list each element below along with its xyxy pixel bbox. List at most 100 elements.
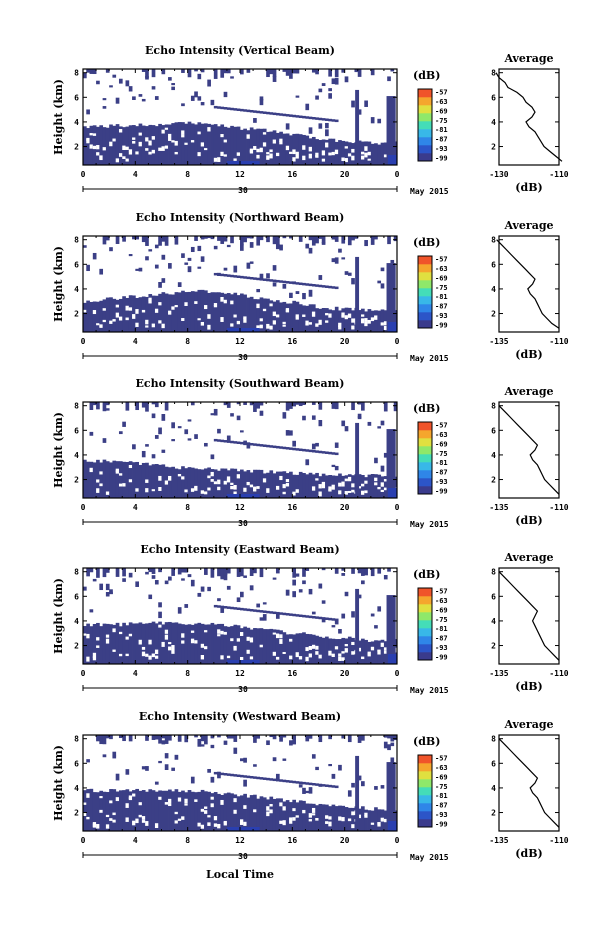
average-frame xyxy=(498,235,560,333)
echo-gap xyxy=(158,487,162,491)
echo-gap xyxy=(341,314,346,318)
top-echo xyxy=(272,69,277,77)
sparse-echo xyxy=(138,94,143,97)
echo-column xyxy=(86,623,90,664)
echo-column xyxy=(226,293,231,332)
echo-gap xyxy=(132,314,136,319)
echo-gap xyxy=(158,147,162,151)
average-profile-line xyxy=(498,405,560,495)
echo-column xyxy=(207,467,211,498)
echo-gap xyxy=(266,155,270,160)
echo-column xyxy=(223,293,228,332)
echo-column xyxy=(357,140,362,165)
echo-gap xyxy=(249,484,254,488)
echo-gap xyxy=(171,648,175,654)
sparse-echo xyxy=(357,416,362,420)
echo-column xyxy=(128,622,133,664)
echo-gap xyxy=(361,656,365,660)
sparse-echo xyxy=(338,248,342,253)
sparse-echo xyxy=(272,577,277,580)
sparse-echo xyxy=(184,262,189,265)
echo-gap xyxy=(292,817,297,821)
elevated-layer xyxy=(318,616,323,620)
echo-column xyxy=(377,474,382,498)
echo-gap xyxy=(364,152,368,158)
echo-column xyxy=(344,141,349,165)
colorbar-tick-label: -75 xyxy=(435,616,448,624)
echo-gap xyxy=(347,476,352,482)
sparse-echo xyxy=(331,258,336,263)
sparse-echo xyxy=(351,278,355,285)
echo-gap xyxy=(135,322,140,327)
echo-column xyxy=(171,294,175,332)
elevated-layer xyxy=(253,776,257,779)
sparse-echo xyxy=(125,769,130,775)
elevated-layer xyxy=(315,450,319,453)
echo-gap xyxy=(292,491,297,496)
elevated-layer xyxy=(302,614,306,618)
echo-column xyxy=(328,309,332,332)
top-echo xyxy=(141,69,146,72)
echo-tower xyxy=(386,595,396,664)
sparse-echo xyxy=(259,99,264,106)
echo-gap xyxy=(259,324,264,329)
echo-gap xyxy=(344,146,349,149)
top-echo xyxy=(318,402,323,410)
top-echo xyxy=(105,568,110,573)
day-label: 30 xyxy=(238,519,248,528)
echo-column xyxy=(220,623,225,664)
colorbar-segment xyxy=(418,145,432,154)
echo-gap xyxy=(236,152,241,156)
sparse-echo xyxy=(272,757,277,762)
average-frame xyxy=(498,68,560,166)
colorbar-tick-label: -69 xyxy=(435,606,448,614)
top-echo xyxy=(249,236,254,239)
echo-column xyxy=(223,793,228,831)
echo-gap xyxy=(344,478,349,482)
sparse-echo xyxy=(308,787,313,794)
sparse-echo xyxy=(109,591,113,595)
top-echo xyxy=(308,236,313,241)
echo-column xyxy=(334,806,339,831)
echo-column xyxy=(99,626,104,664)
sparse-echo xyxy=(374,786,378,790)
echo-column xyxy=(240,293,244,332)
echo-column xyxy=(207,292,211,332)
echo-column xyxy=(236,796,241,831)
sparse-echo xyxy=(292,591,297,598)
echo-column xyxy=(243,626,247,664)
echo-column xyxy=(164,622,169,664)
elevated-layer xyxy=(295,115,300,118)
top-echo xyxy=(105,402,110,406)
echo-gap xyxy=(125,158,130,162)
elevated-layer xyxy=(289,281,293,284)
echo-column xyxy=(374,640,378,664)
elevated-layer xyxy=(233,108,238,111)
echo-column xyxy=(243,294,247,332)
echo-column xyxy=(92,792,97,831)
sparse-echo xyxy=(105,592,110,597)
echo-column xyxy=(83,126,87,165)
echo-column xyxy=(380,476,385,498)
echo-gap xyxy=(383,325,388,331)
echo-column xyxy=(125,625,130,664)
avg-y-tick-label: 4 xyxy=(491,451,496,460)
x-tick-label: 16 xyxy=(288,503,298,512)
colorbar-unit: (dB) xyxy=(413,735,440,748)
sparse-echo xyxy=(240,244,244,251)
elevated-layer xyxy=(249,442,254,446)
echo-column xyxy=(240,129,244,165)
echo-gap xyxy=(213,303,218,306)
echo-gap xyxy=(181,134,185,138)
sparse-echo xyxy=(344,76,349,83)
echo-column xyxy=(334,639,339,664)
average-title: Average xyxy=(503,718,553,731)
echo-gap xyxy=(383,154,388,158)
elevated-layer xyxy=(311,783,316,786)
echo-column xyxy=(154,791,159,831)
echo-gap xyxy=(380,817,385,822)
echo-column xyxy=(135,788,140,831)
echo-gap xyxy=(197,822,202,827)
echo-column xyxy=(141,462,146,498)
sparse-echo xyxy=(285,430,290,436)
